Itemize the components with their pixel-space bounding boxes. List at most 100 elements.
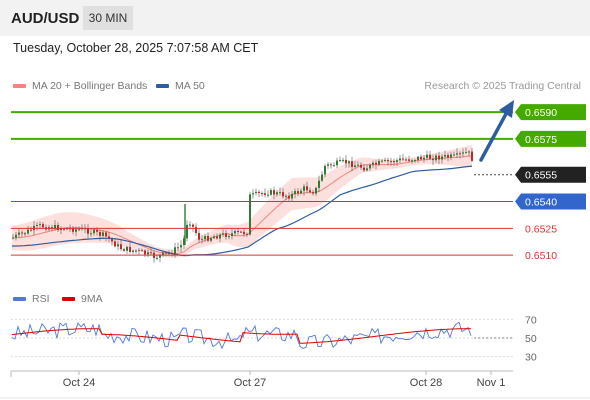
candle-body — [15, 234, 17, 238]
candle-body — [21, 232, 23, 234]
candle-body — [354, 165, 356, 167]
candle-body — [96, 229, 98, 232]
candle-body — [111, 238, 113, 242]
candle-body — [63, 228, 65, 230]
candle-body — [303, 186, 305, 191]
level-label-0-6510: 0.6510 — [525, 250, 557, 262]
candle-body — [300, 190, 302, 194]
candle-body — [87, 228, 89, 234]
candle-body — [24, 233, 26, 235]
candle-body — [351, 161, 353, 168]
candle-body — [93, 229, 95, 234]
candle-body — [426, 154, 428, 158]
candle-body — [123, 249, 125, 251]
candle-body — [399, 158, 401, 161]
level-resistance-0: 0.6590 — [11, 104, 586, 121]
target-arrow — [479, 100, 514, 162]
legend-rsi-label: RSI — [32, 293, 50, 305]
candle-body — [237, 231, 239, 232]
candle-body — [198, 233, 200, 240]
currency-pair-title: AUD/USD — [11, 10, 80, 27]
candle-body — [291, 193, 293, 199]
rsi-ma-line — [11, 328, 471, 344]
candle-body — [264, 193, 266, 195]
candle-body — [324, 165, 326, 175]
candle-body — [282, 192, 284, 197]
level-tag — [515, 166, 586, 183]
candle-body — [396, 160, 398, 162]
rsi-panel: 70 50 30 — [11, 314, 537, 364]
x-tick-label-3: Nov 1 — [477, 377, 506, 389]
candle-body — [390, 161, 392, 163]
candle-body — [327, 164, 329, 166]
candle-body — [297, 191, 299, 194]
timeframe-badge[interactable]: 30 MIN — [83, 6, 133, 30]
candle-body — [378, 160, 380, 165]
candle-body — [129, 246, 131, 252]
candle-body — [126, 246, 128, 251]
candle-body — [141, 250, 143, 252]
level-support-4: 0.6525 — [11, 223, 557, 235]
candle-body — [105, 232, 107, 237]
candle-body — [273, 190, 275, 195]
legend-rsi-ma-label: 9MA — [81, 293, 103, 305]
candle-body — [279, 192, 281, 194]
candle-body — [468, 151, 470, 153]
candle-body — [30, 229, 32, 231]
candle-body — [330, 164, 332, 166]
candle-body — [369, 164, 371, 169]
candle-body — [162, 252, 164, 255]
candle-body — [234, 231, 236, 234]
candle-body — [357, 164, 359, 166]
candle-body — [189, 224, 191, 226]
x-tick-label-1: Oct 27 — [234, 377, 266, 389]
level-label-0-6540: 0.6540 — [525, 197, 557, 209]
candle-body — [417, 156, 419, 160]
candle-body — [339, 160, 341, 161]
candle-body — [252, 193, 254, 195]
candle-body — [306, 186, 308, 191]
candle-body — [12, 237, 14, 239]
candle-body — [60, 228, 62, 231]
candle-body — [393, 161, 395, 163]
candle-body — [147, 252, 149, 255]
level-label-0-6555: 0.6555 — [525, 170, 557, 182]
candle-body — [72, 228, 74, 232]
candle-body — [258, 191, 260, 193]
legend-rsi-ma: 9MA — [62, 293, 103, 305]
candle-body — [150, 252, 152, 254]
candle-body — [261, 193, 263, 195]
candle-body — [114, 241, 116, 247]
candle-body — [210, 238, 212, 241]
arrow-shaft — [479, 110, 509, 162]
candle-body — [384, 159, 386, 161]
candle-body — [375, 162, 377, 165]
candle-body — [159, 254, 161, 258]
candle-body — [225, 233, 227, 237]
candle-body — [381, 160, 383, 162]
level-pivot-2: 0.6555 — [474, 166, 586, 183]
candle-body — [204, 236, 206, 240]
candle-body — [267, 194, 269, 196]
candle-body — [411, 160, 413, 162]
candle-body — [207, 236, 209, 241]
candle-body — [336, 160, 338, 166]
candle-body — [36, 225, 38, 226]
candle-body — [171, 252, 173, 254]
bollinger-band — [12, 145, 472, 258]
candle-body — [312, 192, 314, 194]
candle-body — [120, 244, 122, 250]
candle-body — [39, 224, 41, 226]
candle-body — [342, 159, 344, 161]
candle-body — [138, 250, 140, 252]
level-tag — [515, 193, 586, 210]
candle-body — [192, 224, 194, 227]
candle-body — [255, 191, 257, 194]
rsi-swatch — [13, 297, 26, 301]
candle-body — [288, 195, 290, 199]
candle-body — [243, 231, 245, 234]
candle-body — [318, 180, 320, 188]
candle-body — [18, 232, 20, 235]
ma20-swatch — [13, 84, 26, 88]
